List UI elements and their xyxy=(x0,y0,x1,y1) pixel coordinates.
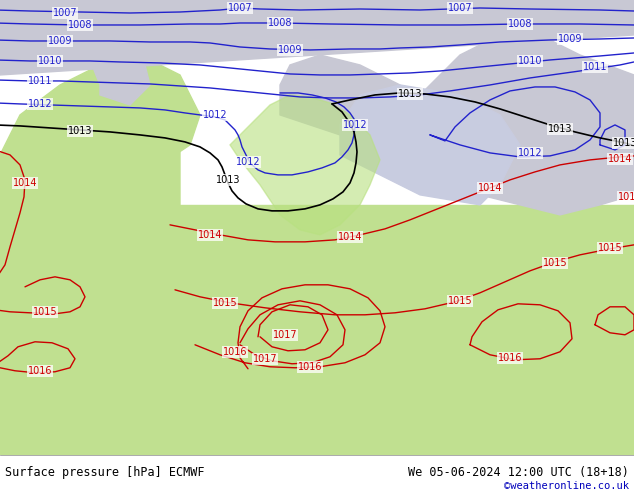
Text: 1009: 1009 xyxy=(48,36,72,46)
Text: We 05-06-2024 12:00 UTC (18+18): We 05-06-2024 12:00 UTC (18+18) xyxy=(408,466,629,479)
Text: 1009: 1009 xyxy=(558,34,582,44)
Text: 1012: 1012 xyxy=(203,110,228,120)
Polygon shape xyxy=(400,35,634,215)
Text: 1007: 1007 xyxy=(53,8,77,18)
Text: 1014: 1014 xyxy=(478,183,502,193)
Polygon shape xyxy=(90,25,150,105)
Text: 1013: 1013 xyxy=(68,126,93,136)
Text: 1015: 1015 xyxy=(448,296,472,306)
Text: 1011: 1011 xyxy=(583,62,607,72)
Text: 1012: 1012 xyxy=(343,120,367,130)
Text: 1012: 1012 xyxy=(518,148,542,158)
Text: 1013: 1013 xyxy=(612,138,634,148)
Text: 1015: 1015 xyxy=(598,243,623,253)
Text: 1012: 1012 xyxy=(28,99,53,109)
Polygon shape xyxy=(230,95,380,235)
Text: ©weatheronline.co.uk: ©weatheronline.co.uk xyxy=(504,481,629,490)
Text: 1014: 1014 xyxy=(338,232,362,242)
Text: 1014: 1014 xyxy=(618,192,634,202)
Text: 1008: 1008 xyxy=(508,19,533,29)
Text: 1010: 1010 xyxy=(518,56,542,66)
Text: 1014: 1014 xyxy=(198,230,223,240)
Text: 1014: 1014 xyxy=(13,178,37,188)
Text: 1014: 1014 xyxy=(608,154,632,164)
Text: 1017: 1017 xyxy=(273,330,297,340)
Text: 1010: 1010 xyxy=(38,56,62,66)
Text: 1015: 1015 xyxy=(33,307,57,317)
Text: 1013: 1013 xyxy=(398,89,422,99)
Polygon shape xyxy=(0,55,200,275)
Polygon shape xyxy=(340,85,520,205)
Text: 1007: 1007 xyxy=(228,3,252,13)
Polygon shape xyxy=(0,85,180,455)
Text: 1008: 1008 xyxy=(268,18,292,28)
Text: 1008: 1008 xyxy=(68,20,93,30)
Text: 1012: 1012 xyxy=(236,157,261,167)
Text: 1016: 1016 xyxy=(298,362,322,372)
Text: 1013: 1013 xyxy=(548,124,573,134)
Polygon shape xyxy=(0,0,634,75)
Text: 1016: 1016 xyxy=(223,347,247,357)
Text: Surface pressure [hPa] ECMWF: Surface pressure [hPa] ECMWF xyxy=(5,466,205,479)
Text: 1015: 1015 xyxy=(212,298,237,308)
Text: 1007: 1007 xyxy=(448,3,472,13)
Polygon shape xyxy=(0,205,634,455)
Text: 1013: 1013 xyxy=(216,175,240,185)
Text: 1017: 1017 xyxy=(253,354,277,364)
Text: 1016: 1016 xyxy=(28,366,52,376)
Text: 1015: 1015 xyxy=(543,258,567,268)
Text: 1011: 1011 xyxy=(28,76,52,86)
Text: 1016: 1016 xyxy=(498,353,522,363)
Text: 1009: 1009 xyxy=(278,45,302,55)
Polygon shape xyxy=(280,55,420,145)
